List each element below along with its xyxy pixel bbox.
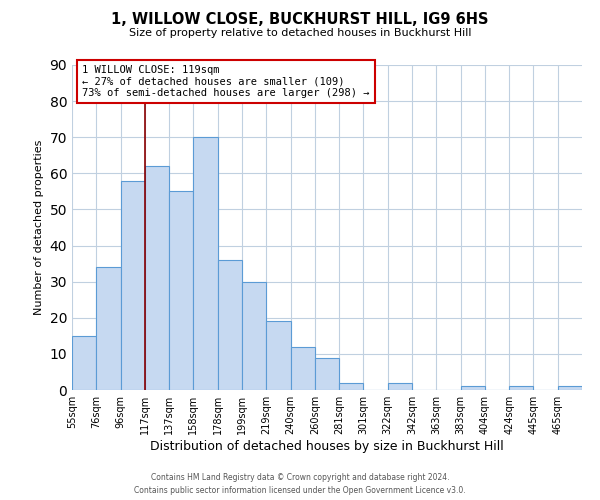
Bar	[290, 346, 315, 390]
X-axis label: Distribution of detached houses by size in Buckhurst Hill: Distribution of detached houses by size …	[150, 440, 504, 453]
Text: Size of property relative to detached houses in Buckhurst Hill: Size of property relative to detached ho…	[129, 28, 471, 38]
Bar	[388, 383, 412, 390]
Bar	[339, 383, 364, 390]
Text: 1 WILLOW CLOSE: 119sqm
← 27% of detached houses are smaller (109)
73% of semi-de: 1 WILLOW CLOSE: 119sqm ← 27% of detached…	[82, 65, 370, 98]
Text: 1, WILLOW CLOSE, BUCKHURST HILL, IG9 6HS: 1, WILLOW CLOSE, BUCKHURST HILL, IG9 6HS	[111, 12, 489, 28]
Bar	[169, 192, 193, 390]
Bar	[461, 386, 485, 390]
Y-axis label: Number of detached properties: Number of detached properties	[34, 140, 44, 315]
Bar	[315, 358, 339, 390]
Bar	[218, 260, 242, 390]
Bar	[266, 322, 290, 390]
Bar	[96, 267, 121, 390]
Bar	[121, 180, 145, 390]
Bar	[145, 166, 169, 390]
Bar	[509, 386, 533, 390]
Bar	[193, 137, 218, 390]
Bar	[242, 282, 266, 390]
Text: Contains HM Land Registry data © Crown copyright and database right 2024.
Contai: Contains HM Land Registry data © Crown c…	[134, 473, 466, 495]
Bar	[72, 336, 96, 390]
Bar	[558, 386, 582, 390]
